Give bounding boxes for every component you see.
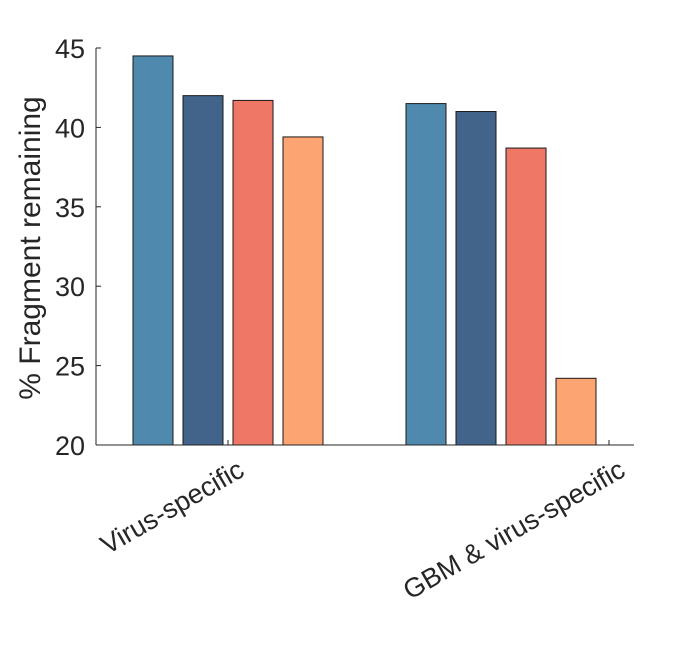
bar-gbm-virus-specific-2 [455, 111, 497, 446]
y-ticks-group: 20 25 30 35 40 45 [55, 34, 101, 461]
bar-gbm-virus-specific-3 [505, 147, 547, 446]
bar-virus-specific-3 [232, 99, 274, 446]
x-ticks-group: Virus-specific GBM & virus-specific [95, 440, 630, 605]
bar-gbm-virus-specific-4 [555, 377, 597, 446]
bar-gbm-virus-specific-1 [405, 103, 447, 446]
bars-group [132, 55, 597, 446]
bar-virus-specific-1 [132, 55, 174, 446]
x-tick-label: GBM & virus-specific [398, 454, 630, 605]
bar-virus-specific-2 [182, 95, 224, 446]
y-tick-label: 35 [55, 193, 85, 223]
y-tick-label: 20 [55, 431, 85, 461]
bar-virus-specific-4 [282, 136, 324, 446]
x-tick-label: Virus-specific [95, 454, 249, 560]
y-tick-label: 45 [55, 34, 85, 64]
y-axis-title: % Fragment remaining [14, 96, 47, 399]
y-tick-label: 30 [55, 272, 85, 302]
y-tick-label: 25 [55, 352, 85, 382]
axes-group [95, 48, 634, 446]
y-tick-label: 40 [55, 113, 85, 143]
